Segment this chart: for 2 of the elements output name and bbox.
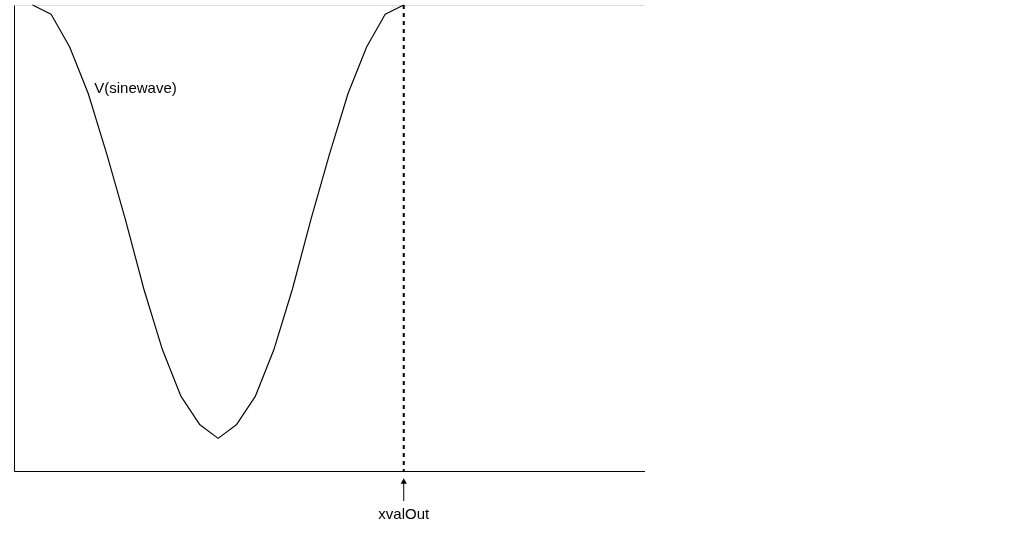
text: xvalOut: [378, 505, 430, 522]
series-label: V(sinewave): [94, 78, 177, 96]
